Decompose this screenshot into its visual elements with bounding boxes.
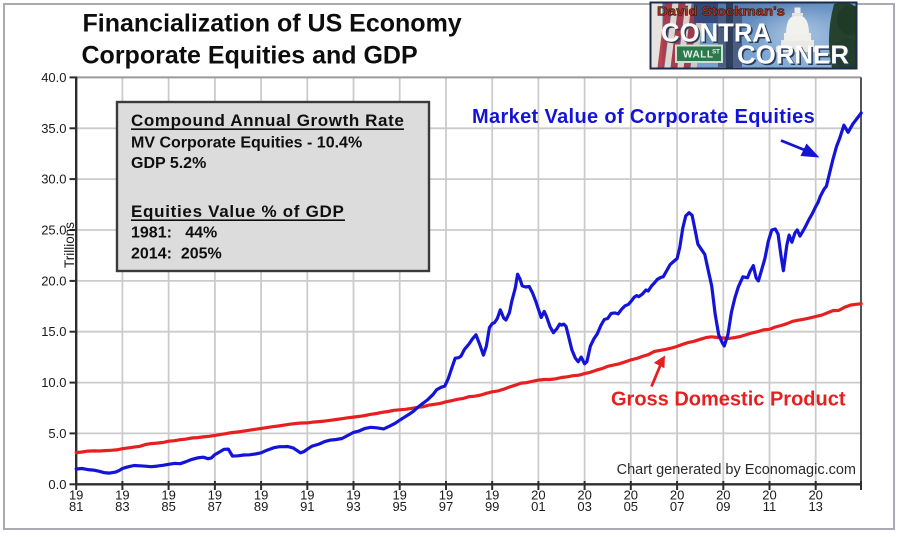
svg-text:19: 19 bbox=[346, 488, 360, 503]
svg-text:83: 83 bbox=[115, 499, 129, 514]
svg-text:2014: 205%: 2014: 205% bbox=[131, 246, 222, 263]
svg-text:35.0: 35.0 bbox=[41, 121, 66, 136]
svg-text:10.0: 10.0 bbox=[41, 375, 66, 390]
svg-text:87: 87 bbox=[208, 499, 222, 514]
svg-text:20: 20 bbox=[762, 488, 776, 503]
svg-text:CORNER: CORNER bbox=[739, 41, 851, 71]
svg-text:13: 13 bbox=[808, 499, 822, 514]
svg-text:93: 93 bbox=[346, 499, 360, 514]
svg-text:CORNER: CORNER bbox=[737, 40, 849, 70]
svg-text:20: 20 bbox=[577, 488, 591, 503]
svg-text:99: 99 bbox=[485, 499, 499, 514]
svg-text:15.0: 15.0 bbox=[41, 324, 66, 339]
svg-text:97: 97 bbox=[439, 499, 453, 514]
svg-text:30.0: 30.0 bbox=[41, 172, 66, 187]
svg-text:1981: 44%: 1981: 44% bbox=[131, 225, 217, 242]
svg-text:Corporate Equities and GDP: Corporate Equities and GDP bbox=[82, 42, 418, 70]
svg-text:Gross Domestic Product: Gross Domestic Product bbox=[611, 389, 846, 411]
svg-text:Equities Value % of GDP: Equities Value % of GDP bbox=[131, 202, 345, 221]
svg-text:19: 19 bbox=[485, 488, 499, 503]
svg-text:Market Value of Corporate Equi: Market Value of Corporate Equities bbox=[472, 106, 815, 128]
svg-text:MV Corporate Equities - 10.4%: MV Corporate Equities - 10.4% bbox=[131, 135, 362, 152]
svg-text:20: 20 bbox=[531, 488, 545, 503]
svg-text:19: 19 bbox=[392, 488, 406, 503]
svg-text:19: 19 bbox=[439, 488, 453, 503]
svg-text:19: 19 bbox=[254, 488, 268, 503]
svg-text:CONTRA: CONTRA bbox=[661, 18, 771, 48]
svg-text:Financialization of US Economy: Financialization of US Economy bbox=[83, 10, 462, 38]
svg-text:GDP 5.2%: GDP 5.2% bbox=[131, 155, 206, 172]
svg-text:25.0: 25.0 bbox=[41, 223, 66, 238]
svg-text:CONTRA: CONTRA bbox=[663, 19, 773, 49]
svg-text:19: 19 bbox=[208, 488, 222, 503]
svg-text:20.0: 20.0 bbox=[41, 273, 66, 288]
svg-text:Compound Annual Growth Rate: Compound Annual Growth Rate bbox=[131, 111, 404, 130]
svg-text:85: 85 bbox=[161, 499, 175, 514]
svg-text:07: 07 bbox=[670, 499, 684, 514]
svg-text:19: 19 bbox=[300, 488, 314, 503]
svg-text:ST: ST bbox=[712, 50, 720, 56]
svg-text:03: 03 bbox=[577, 499, 591, 514]
svg-text:91: 91 bbox=[300, 499, 314, 514]
svg-text:David Stockman's: David Stockman's bbox=[657, 5, 785, 19]
svg-text:20: 20 bbox=[670, 488, 684, 503]
svg-text:05: 05 bbox=[624, 499, 638, 514]
svg-text:20: 20 bbox=[624, 488, 638, 503]
svg-text:19: 19 bbox=[161, 488, 175, 503]
svg-text:40.0: 40.0 bbox=[41, 70, 66, 85]
svg-text:81: 81 bbox=[69, 499, 83, 514]
svg-text:20: 20 bbox=[716, 488, 730, 503]
svg-text:20: 20 bbox=[808, 488, 822, 503]
svg-text:0.0: 0.0 bbox=[48, 477, 66, 492]
svg-text:Chart generated by Economagic.: Chart generated by Economagic.com bbox=[617, 462, 856, 478]
svg-text:19: 19 bbox=[115, 488, 129, 503]
svg-text:WALL: WALL bbox=[683, 50, 713, 61]
svg-text:Trillions: Trillions bbox=[62, 222, 77, 268]
svg-text:89: 89 bbox=[254, 499, 268, 514]
svg-text:95: 95 bbox=[392, 499, 406, 514]
svg-text:11: 11 bbox=[763, 499, 777, 514]
svg-text:09: 09 bbox=[716, 499, 730, 514]
svg-text:19: 19 bbox=[69, 488, 83, 503]
svg-text:5.0: 5.0 bbox=[48, 426, 66, 441]
svg-text:01: 01 bbox=[531, 499, 545, 514]
